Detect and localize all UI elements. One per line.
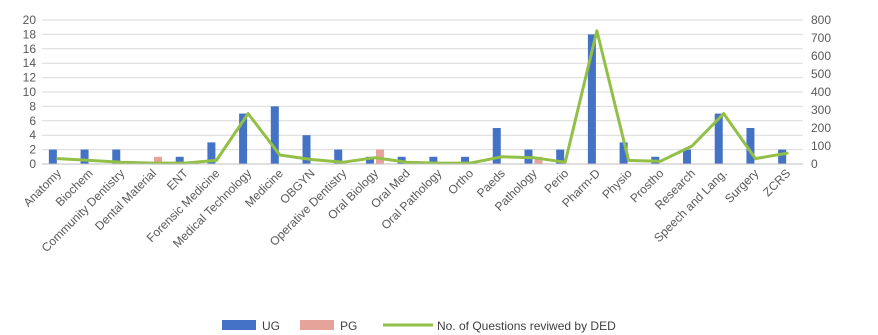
y-right-tick-label: 0 [811, 157, 818, 171]
legend-label-line: No. of Questions reviwed by DED [437, 319, 616, 333]
y-left-tick-label: 16 [23, 42, 37, 56]
line-series [56, 29, 789, 165]
category-label: Surgery [722, 166, 762, 206]
y-left-tick-label: 2 [29, 143, 36, 157]
ug-bar [207, 142, 216, 164]
ug-bar [270, 106, 279, 164]
ug-bar [80, 149, 89, 164]
ug-bar [175, 156, 184, 164]
y-right-tick-label: 400 [811, 85, 831, 99]
y-left-tick-label: 20 [23, 13, 37, 27]
bars [48, 34, 787, 165]
legend-label-pg: PG [340, 319, 357, 333]
y-right-tick-label: 600 [811, 49, 831, 63]
y-right-tick-label: 300 [811, 103, 831, 117]
right-axis-ticks: 0 100 200 300 400 500 600 700 800 [811, 13, 831, 171]
ug-bar [48, 149, 57, 164]
legend-swatch-pg [300, 320, 334, 330]
pg-bar [375, 149, 384, 164]
y-left-tick-label: 18 [23, 27, 37, 41]
ug-bar [619, 142, 628, 164]
category-label: ENT [164, 166, 191, 193]
y-left-tick-label: 0 [29, 157, 36, 171]
ug-bar [239, 113, 248, 164]
ug-bar [746, 128, 755, 164]
y-right-tick-label: 200 [811, 121, 831, 135]
gridlines [42, 19, 803, 151]
y-right-tick-label: 800 [811, 13, 831, 27]
ug-bar [587, 34, 596, 165]
y-left-tick-label: 8 [29, 99, 36, 113]
category-label: Ortho [445, 166, 476, 197]
ug-bar [556, 149, 565, 164]
pg-bar [153, 156, 162, 164]
y-left-tick-label: 12 [23, 71, 37, 85]
y-right-tick-label: 700 [811, 31, 831, 45]
questions-reviewed-line [56, 29, 789, 165]
legend-swatch-ug [222, 320, 256, 330]
y-left-tick-label: 6 [29, 114, 36, 128]
ug-bar [365, 156, 374, 164]
legend: UG PG No. of Questions reviwed by DED [222, 319, 616, 333]
y-left-tick-label: 4 [29, 128, 36, 142]
ug-bar [714, 113, 723, 164]
ug-bar [429, 156, 438, 164]
ug-bar [461, 156, 470, 164]
ug-bar [112, 149, 121, 164]
y-right-tick-label: 500 [811, 67, 831, 81]
pg-bar [534, 156, 543, 164]
y-left-tick-label: 14 [23, 56, 37, 70]
ug-bar [492, 128, 501, 164]
y-right-tick-label: 100 [811, 139, 831, 153]
ug-bar [778, 149, 787, 164]
ug-bar [683, 149, 692, 164]
ug-bar [302, 135, 311, 164]
y-left-tick-label: 10 [23, 85, 37, 99]
legend-label-ug: UG [262, 319, 280, 333]
ug-bar [334, 149, 343, 164]
category-label: ZCRS [760, 166, 793, 199]
